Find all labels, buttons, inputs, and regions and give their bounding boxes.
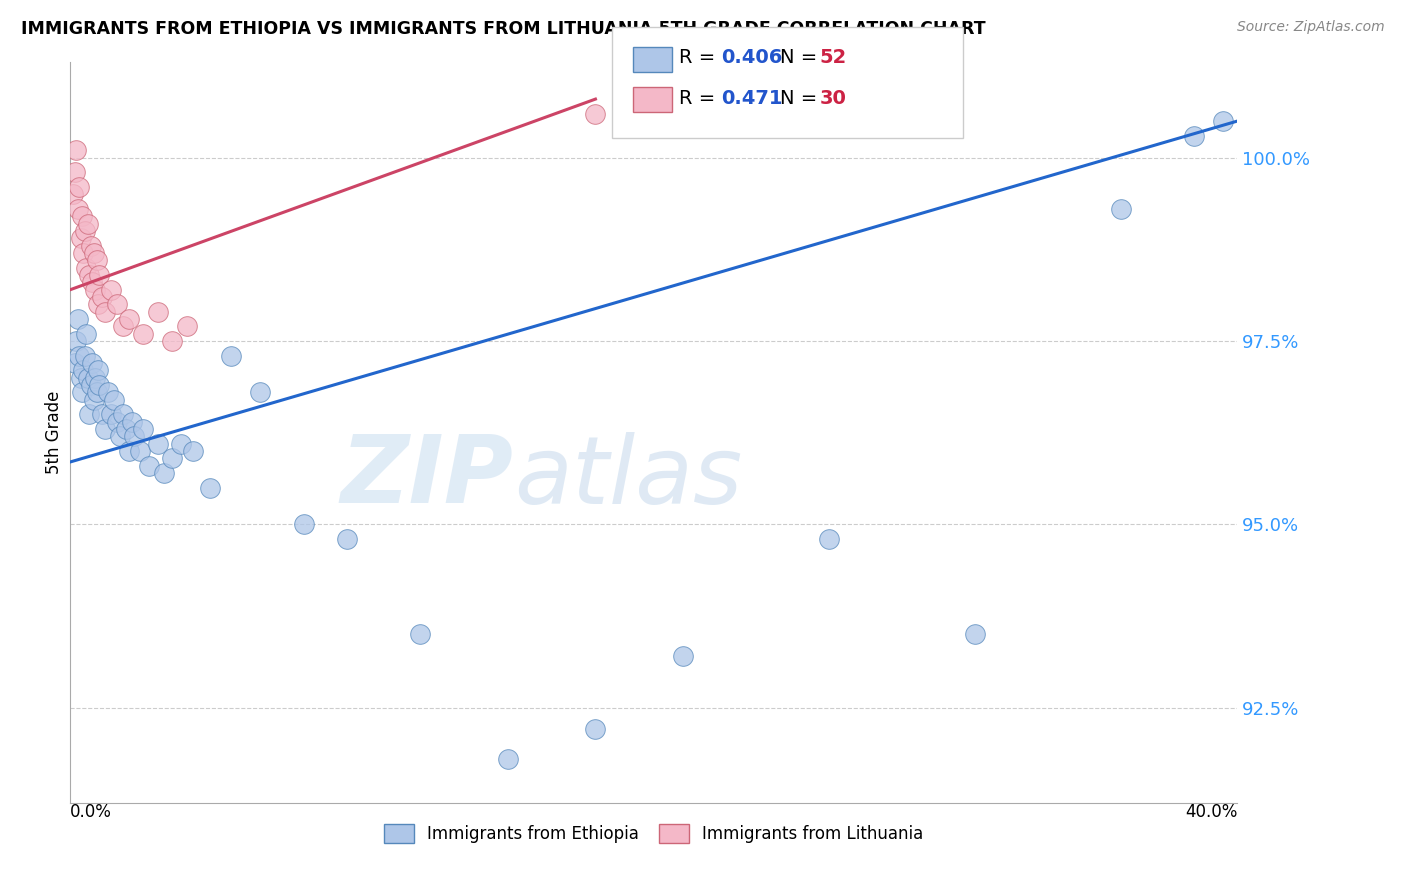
Point: [219, 349, 242, 363]
Text: 0.0%: 0.0%: [70, 803, 112, 821]
Point: [585, 723, 607, 737]
Point: [585, 107, 607, 121]
Point: [100, 283, 122, 297]
Point: [105, 415, 128, 429]
Point: [91, 407, 114, 421]
Y-axis label: 5th Grade: 5th Grade: [45, 391, 63, 475]
Point: [62, 187, 84, 202]
Point: [292, 517, 315, 532]
Point: [181, 444, 204, 458]
Point: [76, 370, 98, 384]
Text: ZIP: ZIP: [340, 431, 513, 523]
Point: [83, 392, 105, 407]
Point: [162, 334, 184, 348]
Point: [111, 319, 134, 334]
Point: [111, 407, 134, 421]
Point: [108, 429, 131, 443]
Point: [83, 246, 105, 260]
Text: atlas: atlas: [513, 432, 742, 523]
Point: [672, 649, 695, 664]
Point: [80, 238, 103, 252]
Point: [76, 217, 98, 231]
Text: 52: 52: [820, 48, 846, 68]
Point: [67, 180, 90, 194]
Point: [69, 231, 91, 245]
Legend: Immigrants from Ethiopia, Immigrants from Lithuania: Immigrants from Ethiopia, Immigrants fro…: [377, 817, 931, 850]
Point: [94, 422, 117, 436]
Point: [1109, 202, 1132, 216]
Point: [67, 349, 90, 363]
Point: [82, 276, 104, 290]
Point: [66, 312, 89, 326]
Text: 0.406: 0.406: [721, 48, 783, 68]
Text: 30: 30: [820, 88, 846, 108]
Point: [129, 444, 152, 458]
Point: [77, 268, 100, 282]
Point: [170, 436, 193, 450]
Point: [105, 297, 128, 311]
Point: [152, 466, 174, 480]
Point: [75, 260, 97, 275]
Point: [146, 304, 169, 318]
Point: [91, 290, 114, 304]
Point: [1212, 114, 1234, 128]
Point: [87, 297, 110, 311]
Point: [65, 334, 87, 348]
Point: [97, 385, 120, 400]
Point: [94, 304, 117, 318]
Point: [84, 283, 107, 297]
Point: [162, 451, 184, 466]
Point: [496, 752, 519, 766]
Point: [176, 319, 198, 334]
Point: [69, 370, 91, 384]
Point: [249, 385, 271, 400]
Point: [138, 458, 160, 473]
Point: [73, 224, 96, 238]
Point: [63, 165, 86, 179]
Point: [63, 356, 86, 370]
Point: [132, 422, 155, 436]
Point: [84, 370, 107, 384]
Text: R =: R =: [679, 88, 721, 108]
Point: [66, 202, 89, 216]
Point: [70, 210, 93, 224]
Text: 40.0%: 40.0%: [1185, 803, 1237, 821]
Point: [118, 444, 141, 458]
Point: [100, 407, 122, 421]
Point: [200, 481, 222, 495]
Text: Source: ZipAtlas.com: Source: ZipAtlas.com: [1237, 20, 1385, 34]
Point: [77, 407, 100, 421]
Text: R =: R =: [679, 48, 721, 68]
Point: [1182, 128, 1205, 143]
Point: [103, 392, 125, 407]
Point: [82, 356, 104, 370]
Point: [86, 253, 108, 268]
Point: [336, 532, 359, 546]
Text: N =: N =: [780, 88, 824, 108]
Point: [818, 532, 841, 546]
Text: IMMIGRANTS FROM ETHIOPIA VS IMMIGRANTS FROM LITHUANIA 5TH GRADE CORRELATION CHAR: IMMIGRANTS FROM ETHIOPIA VS IMMIGRANTS F…: [21, 20, 986, 37]
Point: [121, 415, 143, 429]
Point: [132, 326, 155, 341]
Point: [89, 378, 111, 392]
Point: [80, 378, 103, 392]
Point: [75, 326, 97, 341]
Point: [409, 627, 432, 641]
Text: N =: N =: [780, 48, 824, 68]
Point: [72, 363, 94, 377]
Point: [146, 436, 169, 450]
Point: [86, 385, 108, 400]
Point: [73, 349, 96, 363]
Text: 0.471: 0.471: [721, 88, 783, 108]
Point: [72, 246, 94, 260]
Point: [87, 363, 110, 377]
Point: [70, 385, 93, 400]
Point: [89, 268, 111, 282]
Point: [65, 144, 87, 158]
Point: [963, 627, 986, 641]
Point: [124, 429, 146, 443]
Point: [118, 312, 141, 326]
Point: [114, 422, 136, 436]
